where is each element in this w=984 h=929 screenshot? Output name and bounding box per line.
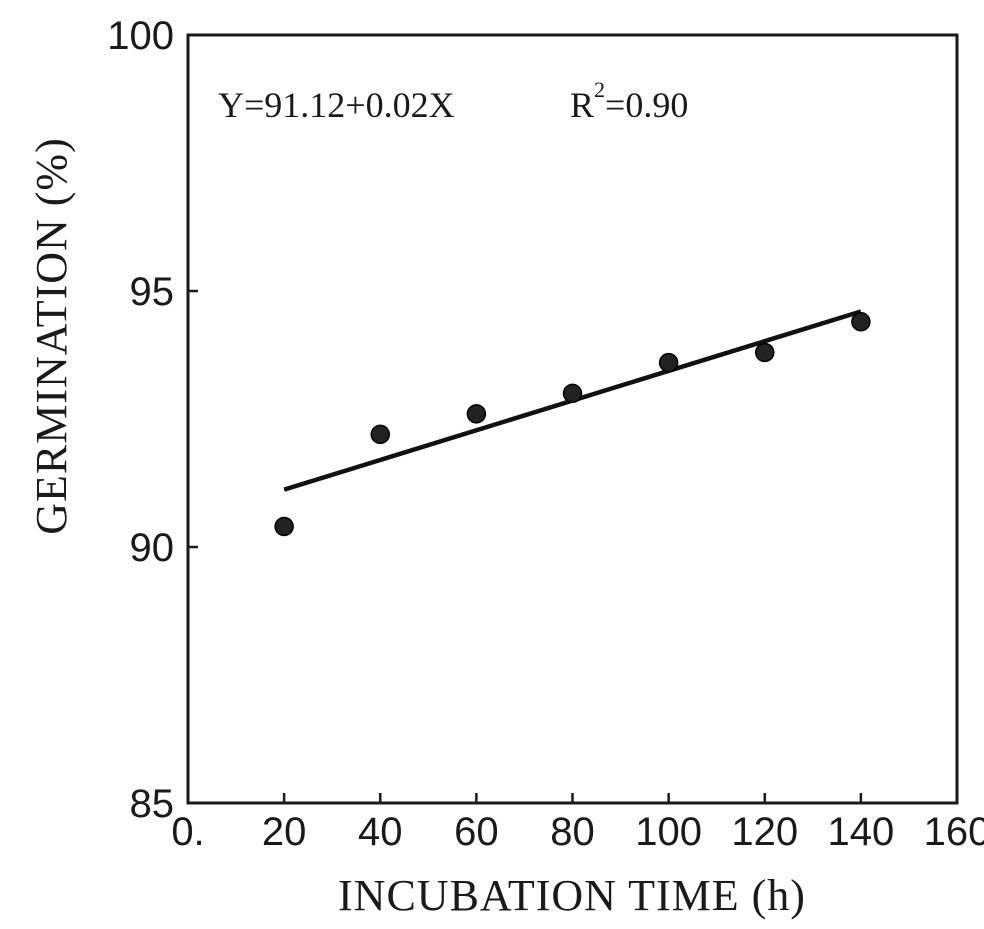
regression-equation: Y=91.12+0.02X bbox=[218, 85, 455, 125]
x-tick-label: 20 bbox=[262, 810, 307, 854]
x-tick-label: 100 bbox=[635, 810, 702, 854]
data-point bbox=[370, 424, 390, 445]
data-point bbox=[562, 383, 583, 404]
r-squared-base: R bbox=[570, 85, 594, 125]
y-tick-label: 100 bbox=[107, 14, 174, 58]
x-tick-label: 160 bbox=[924, 810, 984, 854]
y-tick-label: 90 bbox=[130, 526, 175, 570]
data-point bbox=[466, 404, 487, 424]
x-axis-title: INCUBATION TIME (h) bbox=[338, 871, 806, 920]
r-squared-exponent: 2 bbox=[594, 77, 605, 102]
x-tick-label: 60 bbox=[454, 810, 499, 854]
y-tick-label: 85 bbox=[130, 782, 175, 826]
y-tick-label: 95 bbox=[130, 270, 175, 314]
r-squared-label: R2=0.90 bbox=[570, 77, 688, 125]
data-point bbox=[851, 311, 871, 332]
data-point bbox=[658, 352, 679, 373]
y-axis-title: GERMINATION (%) bbox=[27, 137, 76, 535]
x-tick-label: 80 bbox=[550, 810, 595, 854]
plot-frame bbox=[186, 33, 959, 805]
data-point bbox=[755, 342, 775, 363]
x-tick-label: 40 bbox=[358, 810, 403, 854]
x-tick-label: 140 bbox=[828, 810, 895, 854]
x-tick-label: 0. bbox=[171, 810, 204, 854]
r-squared-value: =0.90 bbox=[605, 85, 688, 125]
data-point bbox=[274, 516, 294, 537]
x-tick-label: 120 bbox=[731, 810, 798, 854]
